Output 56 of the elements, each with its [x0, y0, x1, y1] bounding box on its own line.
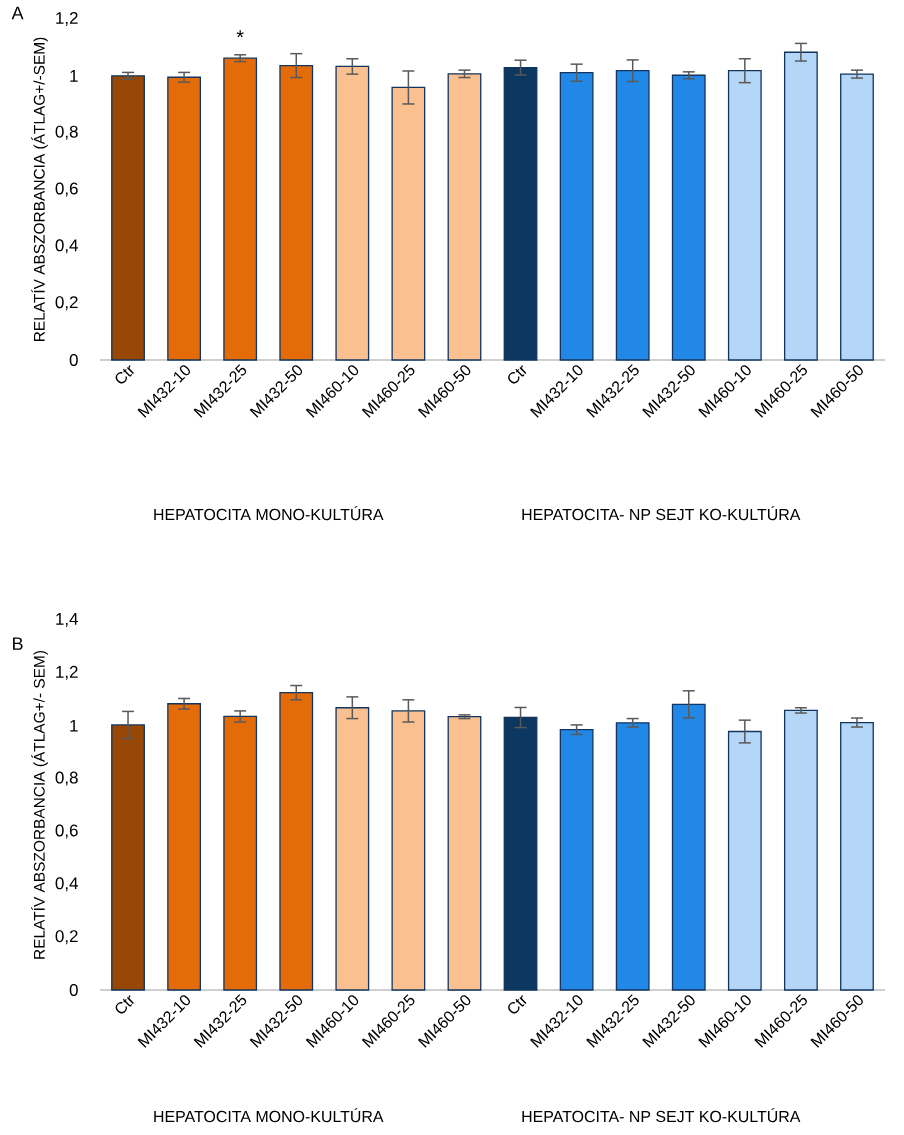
text: HEPATOCITA- NP SEJT KO-KULTÚRA — [522, 1108, 801, 1123]
bar — [223, 57, 258, 361]
bar — [671, 703, 706, 991]
text: HEPATOCITA- NP SEJT KO-KULTÚRA — [522, 506, 801, 521]
chart-title: A — [11, 6, 24, 20]
y-tick-label: 1,2 — [56, 11, 78, 26]
bar — [727, 70, 762, 361]
bar — [840, 73, 874, 361]
y-tick-label: 0,8 — [55, 125, 78, 140]
y-tick-label: 0 — [69, 983, 78, 996]
text: B — [13, 637, 23, 650]
y-tick-label: 1 — [70, 719, 78, 732]
bar — [447, 73, 482, 361]
bar — [783, 709, 818, 991]
y-tick-label: 0,6 — [55, 824, 78, 839]
bar — [391, 710, 426, 991]
x-tick-label: Ctr — [115, 995, 134, 1014]
y-tick-label: 0 — [69, 353, 78, 366]
bar — [503, 66, 538, 361]
bar — [503, 716, 538, 991]
x-tick-label: Ctr — [115, 365, 134, 384]
bar — [671, 74, 706, 361]
bar — [727, 730, 762, 991]
y-tick-label: 1 — [70, 69, 78, 82]
bar — [111, 724, 145, 991]
y-tick-label: 0,4 — [55, 877, 78, 892]
bar — [559, 72, 594, 361]
bar — [167, 76, 202, 361]
y-tick-label: 0,2 — [55, 296, 78, 311]
bar — [615, 70, 650, 361]
bar — [279, 64, 314, 361]
bar — [615, 722, 650, 991]
bar — [167, 703, 202, 991]
bar — [783, 51, 818, 361]
x-tick-label: Ctr — [508, 365, 527, 384]
text: HEPATOCITA MONO-KULTÚRA — [154, 1108, 384, 1123]
text: HEPATOCITA MONO-KULTÚRA — [154, 506, 384, 521]
bar — [111, 75, 145, 361]
bar — [223, 715, 258, 991]
y-tick-label: 1,2 — [56, 665, 78, 680]
annotation: * — [236, 30, 244, 38]
y-tick-label: 0,8 — [55, 771, 78, 786]
x-tick-label: Ctr — [508, 995, 527, 1014]
bar — [335, 707, 370, 991]
bar — [391, 86, 426, 361]
bar — [279, 692, 314, 991]
bar — [335, 65, 370, 361]
y-tick-label: 1,4 — [56, 613, 78, 627]
bar — [559, 729, 594, 991]
bar — [447, 716, 482, 991]
bar — [840, 721, 874, 991]
y-axis-title: RELATÍV ABSZORBANCIA (ÁTLAG+/-SEM) — [31, 37, 48, 342]
y-axis-title: RELATÍV ABSZORBANCIA (ÁTLAG+/- SEM) — [31, 650, 48, 959]
y-tick-label: 0,2 — [55, 930, 78, 945]
y-tick-label: 0,6 — [55, 182, 78, 197]
y-tick-label: 0,4 — [55, 239, 78, 254]
